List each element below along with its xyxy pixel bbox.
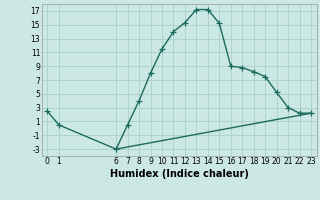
- X-axis label: Humidex (Indice chaleur): Humidex (Indice chaleur): [110, 169, 249, 179]
